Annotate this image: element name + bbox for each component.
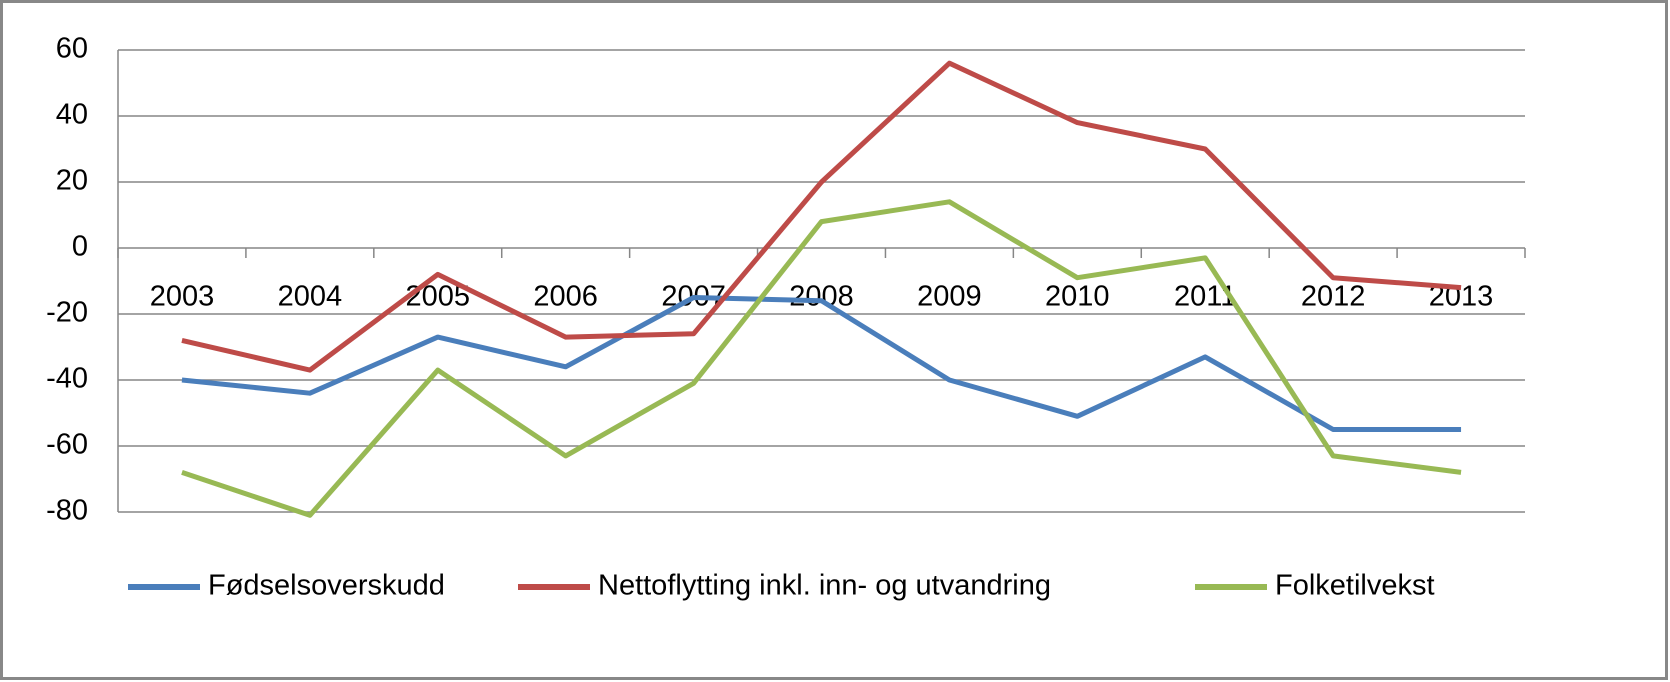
- y-tick-label: 20: [56, 165, 88, 197]
- y-tick-label: -40: [46, 363, 88, 395]
- x-tick-label: 2010: [1045, 281, 1110, 313]
- series-line: [181, 199, 1462, 518]
- series-line: [181, 60, 1462, 373]
- series-line: [181, 295, 1462, 432]
- x-tick-label: 2012: [1301, 281, 1366, 313]
- y-tick-label: 60: [56, 33, 88, 65]
- y-tick-label: -80: [46, 495, 88, 527]
- x-tick-label: 2006: [533, 281, 598, 313]
- x-tick-label: 2008: [789, 281, 854, 313]
- y-tick-label: 0: [72, 231, 88, 263]
- x-tick-label: 2003: [150, 281, 215, 313]
- legend-label: Folketilvekst: [1275, 570, 1435, 602]
- legend-label: Fødselsoverskudd: [208, 570, 445, 602]
- y-tick-label: -20: [46, 297, 88, 329]
- legend-label: Nettoflytting inkl. inn- og utvandring: [598, 570, 1051, 602]
- x-tick-label: 2011: [1174, 281, 1236, 313]
- x-tick-label: 2004: [278, 281, 343, 313]
- y-tick-label: -60: [46, 429, 88, 461]
- y-tick-label: 40: [56, 99, 88, 131]
- x-tick-label: 2009: [917, 281, 982, 313]
